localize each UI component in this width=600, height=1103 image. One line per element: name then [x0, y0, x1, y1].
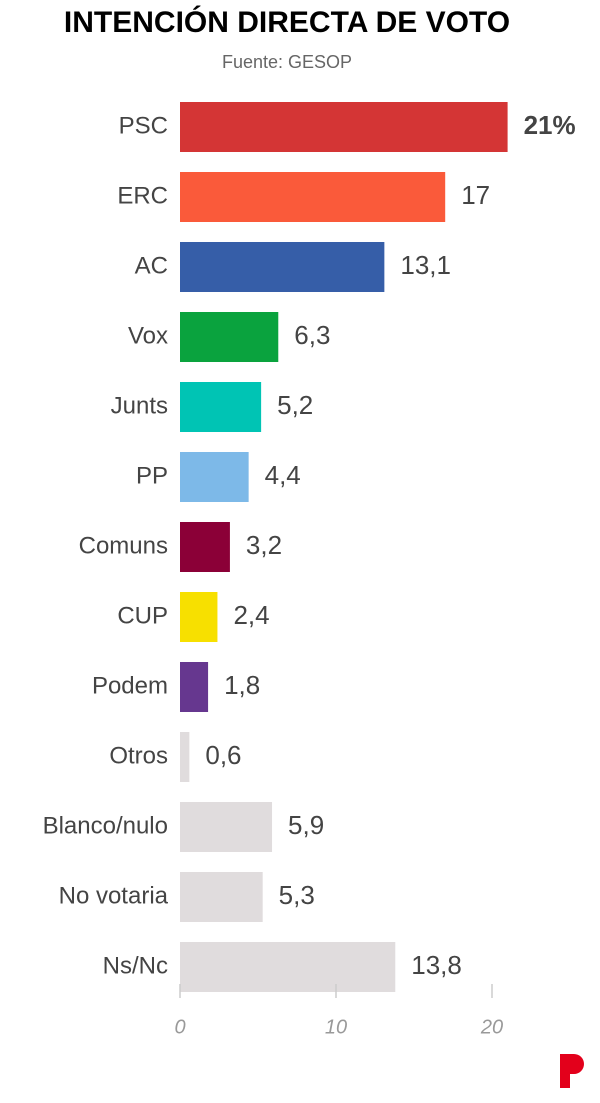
chart-subtitle: Fuente: GESOP — [222, 52, 352, 72]
logo — [560, 1054, 584, 1088]
y-tick-label: Ns/Nc — [103, 952, 168, 979]
y-tick-label: Otros — [109, 742, 168, 769]
chart-title: INTENCIÓN DIRECTA DE VOTO — [64, 5, 510, 39]
value-label: 2,4 — [233, 600, 269, 630]
bar — [180, 452, 249, 502]
y-tick-label: ERC — [117, 182, 168, 209]
bar — [180, 172, 446, 222]
y-tick-label: Podem — [92, 672, 168, 699]
y-tick-label: Junts — [111, 392, 168, 419]
value-label: 5,2 — [277, 390, 313, 420]
value-label: 13,1 — [400, 250, 451, 280]
bar — [180, 102, 508, 152]
value-label: 13,8 — [411, 950, 462, 980]
y-tick-label: Blanco/nulo — [43, 812, 168, 839]
value-label: 1,8 — [224, 670, 260, 700]
value-label: 0,6 — [205, 740, 241, 770]
bar — [180, 662, 209, 712]
y-tick-label: Comuns — [79, 532, 168, 559]
value-label: 3,2 — [246, 530, 282, 560]
x-tick-label: 20 — [480, 1016, 503, 1038]
bar — [180, 382, 262, 432]
value-label: 4,4 — [265, 460, 301, 490]
value-label: 6,3 — [294, 320, 330, 350]
x-tick-label: 10 — [325, 1016, 347, 1038]
x-tick-label: 0 — [174, 1016, 185, 1038]
bar — [180, 592, 218, 642]
y-tick-label: Vox — [128, 322, 168, 349]
y-tick-label: No votaria — [59, 882, 169, 909]
bar — [180, 242, 385, 292]
y-tick-label: CUP — [117, 602, 168, 629]
value-label: 5,3 — [279, 880, 315, 910]
bar — [180, 312, 279, 362]
value-label: 21% — [524, 110, 576, 140]
bar — [180, 732, 190, 782]
value-label: 17 — [461, 180, 490, 210]
bar — [180, 802, 273, 852]
y-tick-label: PP — [136, 462, 168, 489]
bar — [180, 522, 230, 572]
y-tick-label: PSC — [119, 112, 168, 139]
y-tick-label: AC — [135, 252, 168, 279]
bar — [180, 942, 396, 992]
value-label: 5,9 — [288, 810, 324, 840]
bar — [180, 872, 263, 922]
